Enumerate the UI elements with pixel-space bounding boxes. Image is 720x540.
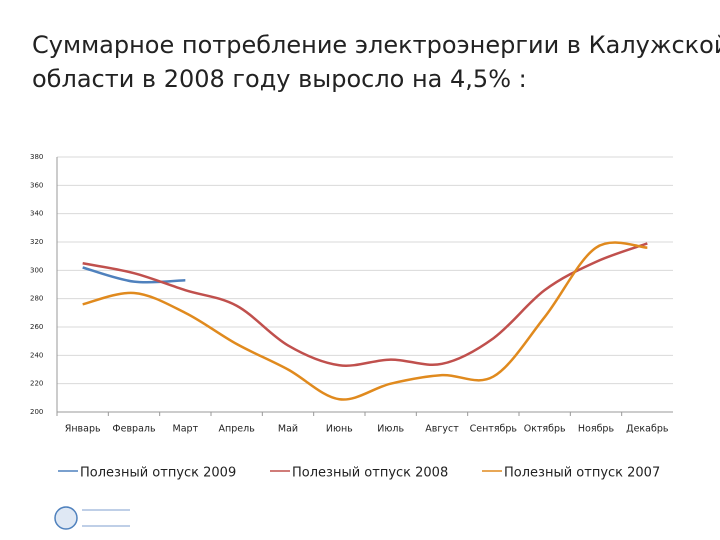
x-tick-label: Сентябрь <box>470 424 518 435</box>
legend-label: Полезный отпуск 2009 <box>80 466 236 481</box>
logo <box>54 506 130 530</box>
y-tick-label: 360 <box>30 181 43 189</box>
x-tick-label: Август <box>425 424 459 435</box>
x-tick-label: Ноябрь <box>578 424 615 435</box>
title-line: области в 2008 году выросло на 4,5% : <box>32 65 527 93</box>
y-tick-label: 220 <box>30 380 43 388</box>
y-tick-label: 240 <box>30 351 43 359</box>
y-tick-label: 200 <box>30 408 43 416</box>
series-line <box>82 266 186 284</box>
x-tick-label: Январь <box>65 424 101 435</box>
legend-label: Полезный отпуск 2008 <box>292 466 448 481</box>
legend-label: Полезный отпуск 2007 <box>504 466 660 481</box>
series-line <box>82 241 648 401</box>
y-tick-label: 320 <box>30 238 43 246</box>
title-line: Суммарное потребление электроэнергии в К… <box>32 31 720 59</box>
x-tick-label: Октябрь <box>524 424 566 435</box>
y-tick-label: 340 <box>30 210 43 218</box>
x-tick-label: Декабрь <box>626 424 669 435</box>
y-tick-label: 260 <box>30 323 43 331</box>
x-tick-label: Май <box>278 424 298 435</box>
x-tick-label: Июнь <box>326 424 353 435</box>
x-tick-label: Февраль <box>112 424 156 435</box>
x-tick-label: Июль <box>377 424 404 435</box>
y-tick-label: 280 <box>30 295 43 303</box>
y-tick-label: 380 <box>30 153 43 161</box>
y-tick-label: 300 <box>30 266 43 274</box>
series-line <box>82 242 648 367</box>
x-tick-label: Апрель <box>219 424 256 435</box>
x-tick-label: Март <box>173 424 199 435</box>
